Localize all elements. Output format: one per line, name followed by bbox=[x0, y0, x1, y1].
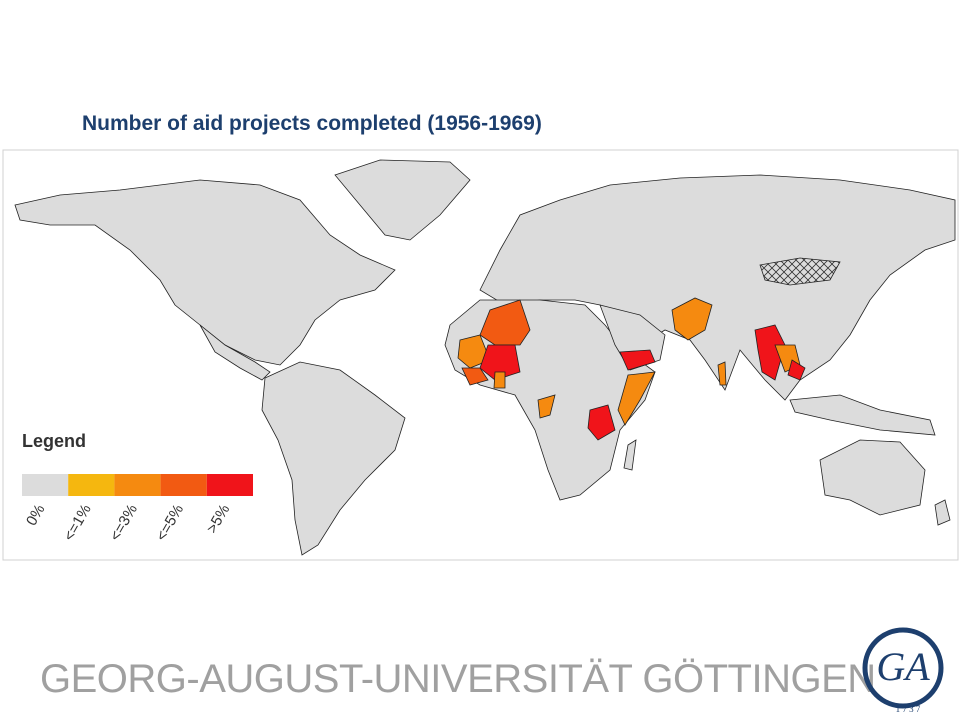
region bbox=[787, 359, 806, 381]
legend-swatch bbox=[114, 474, 161, 496]
land bbox=[789, 394, 936, 436]
region bbox=[457, 334, 491, 369]
region bbox=[754, 324, 786, 381]
legend-swatch bbox=[68, 474, 115, 496]
legend-swatch bbox=[22, 474, 69, 496]
hatched-region bbox=[759, 257, 841, 286]
legend-title: Legend bbox=[22, 431, 86, 451]
land bbox=[199, 324, 271, 381]
region bbox=[671, 297, 713, 341]
world-map bbox=[14, 159, 956, 556]
region bbox=[479, 344, 521, 381]
region bbox=[717, 361, 727, 386]
land bbox=[261, 361, 406, 556]
legend-swatch bbox=[160, 474, 207, 496]
logo: GA 1 7 3 7 bbox=[862, 627, 944, 714]
region bbox=[587, 404, 616, 441]
logo-year: 1 7 3 7 bbox=[896, 704, 921, 714]
legend-swatch bbox=[206, 474, 253, 496]
land bbox=[819, 439, 926, 516]
logo-ring bbox=[862, 627, 944, 709]
land bbox=[334, 159, 471, 241]
region bbox=[537, 394, 556, 419]
region bbox=[619, 349, 656, 371]
region bbox=[461, 367, 489, 386]
region bbox=[617, 371, 656, 426]
land bbox=[14, 179, 396, 366]
land bbox=[934, 499, 951, 526]
university-name: GEORG-AUGUST-UNIVERSITÄT GÖTTINGEN bbox=[40, 657, 876, 701]
logo-letters: GA bbox=[876, 644, 930, 689]
region bbox=[493, 371, 506, 389]
land bbox=[623, 439, 637, 471]
slide-title: Number of aid projects completed (1956-1… bbox=[82, 112, 542, 135]
